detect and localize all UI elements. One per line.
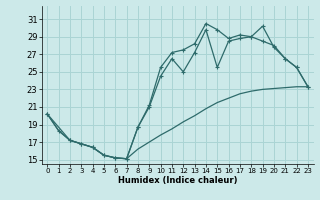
X-axis label: Humidex (Indice chaleur): Humidex (Indice chaleur)	[118, 176, 237, 185]
